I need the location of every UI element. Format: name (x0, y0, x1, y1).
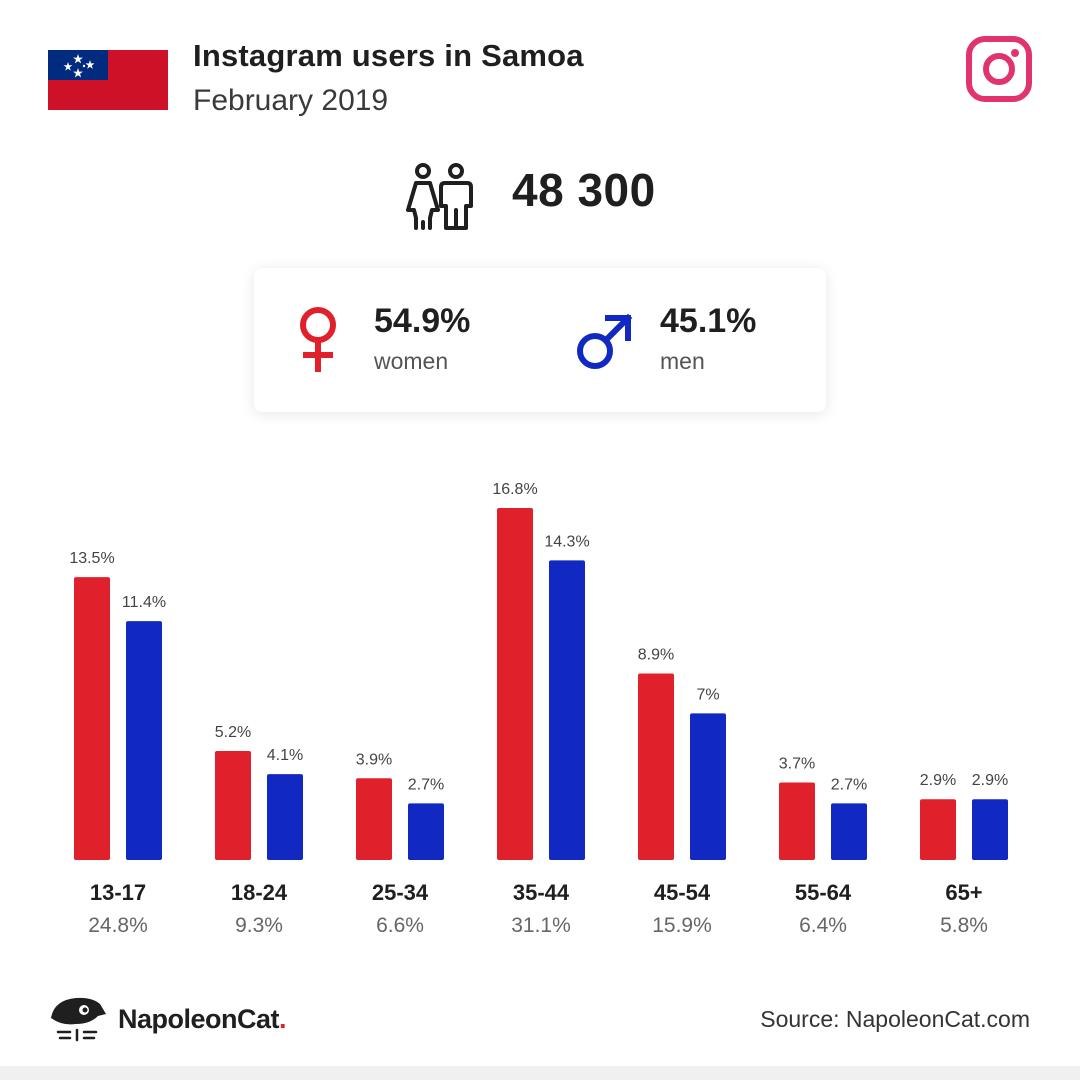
bar-13-17-men (126, 621, 162, 860)
bar-value-label: 2.7% (831, 776, 867, 793)
age-group-total: 5.8% (940, 914, 988, 937)
age-group-label: 25-34 (372, 880, 429, 905)
age-group-label: 55-64 (795, 880, 852, 905)
male-symbol-icon (577, 313, 633, 369)
age-group-total: 6.6% (376, 914, 424, 937)
bar-value-label: 14.3% (544, 533, 589, 550)
brand-name: NapoleonCat. (118, 1004, 287, 1035)
age-group-label: 13-17 (90, 880, 146, 905)
bar-35-44-women (497, 508, 533, 860)
people-icon (406, 163, 473, 230)
bar-13-17-women (74, 577, 110, 860)
gender-card: 54.9% women 45.1% men (254, 268, 826, 412)
bar-45-54-women (638, 673, 674, 860)
age-gender-bar-chart: 13.5% 11.4% 13-17 24.8% 5.2% 4.1% 18-24 9.3% 3.9… (69, 481, 1008, 937)
age-group-total: 9.3% (235, 914, 283, 937)
age-group-total: 15.9% (652, 914, 712, 937)
bar-18-24-men (267, 774, 303, 860)
napoleoncat-logo-icon (51, 997, 106, 1042)
bar-65+-men (972, 799, 1008, 860)
bar-value-label: 5.2% (215, 724, 251, 741)
age-group-label: 35-44 (513, 880, 570, 905)
bar-65+-women (920, 799, 956, 860)
age-group-total: 24.8% (88, 914, 148, 937)
women-label: women (374, 348, 449, 374)
men-label: men (660, 348, 705, 374)
footer-strip (0, 1066, 1080, 1080)
page-subtitle: February 2019 (193, 84, 389, 117)
bar-value-label: 7% (696, 686, 719, 703)
men-percent: 45.1% (660, 302, 757, 340)
female-symbol-icon (300, 307, 336, 372)
age-group-label: 45-54 (654, 880, 711, 905)
brand-name-text: NapoleonCat (118, 1004, 280, 1034)
women-percent: 54.9% (374, 302, 471, 340)
age-group-label: 65+ (945, 880, 982, 905)
bar-value-label: 2.7% (408, 776, 444, 793)
brand-dot: . (279, 1004, 287, 1034)
bar-25-34-men (408, 803, 444, 860)
age-group-total: 6.4% (799, 914, 847, 937)
page-title: Instagram users in Samoa (193, 38, 584, 73)
instagram-icon (966, 36, 1032, 102)
bar-55-64-men (831, 803, 867, 860)
bar-value-label: 16.8% (492, 481, 537, 498)
total-users: 48 300 (512, 164, 656, 216)
bar-value-label: 2.9% (920, 772, 956, 789)
bar-55-64-women (779, 782, 815, 860)
bar-value-label: 3.7% (779, 755, 815, 772)
bar-18-24-women (215, 751, 251, 860)
bar-value-label: 13.5% (69, 550, 114, 567)
age-group-label: 18-24 (231, 880, 288, 905)
age-group-total: 31.1% (511, 914, 571, 937)
bar-value-label: 4.1% (267, 747, 303, 764)
source-credit: Source: NapoleonCat.com (760, 1006, 1030, 1032)
bar-25-34-women (356, 778, 392, 860)
samoa-flag-icon (48, 50, 168, 110)
bar-45-54-men (690, 713, 726, 860)
bar-value-label: 2.9% (972, 772, 1008, 789)
bar-value-label: 11.4% (122, 594, 166, 611)
bar-35-44-men (549, 560, 585, 860)
bar-value-label: 8.9% (638, 647, 674, 664)
bar-value-label: 3.9% (356, 751, 392, 768)
